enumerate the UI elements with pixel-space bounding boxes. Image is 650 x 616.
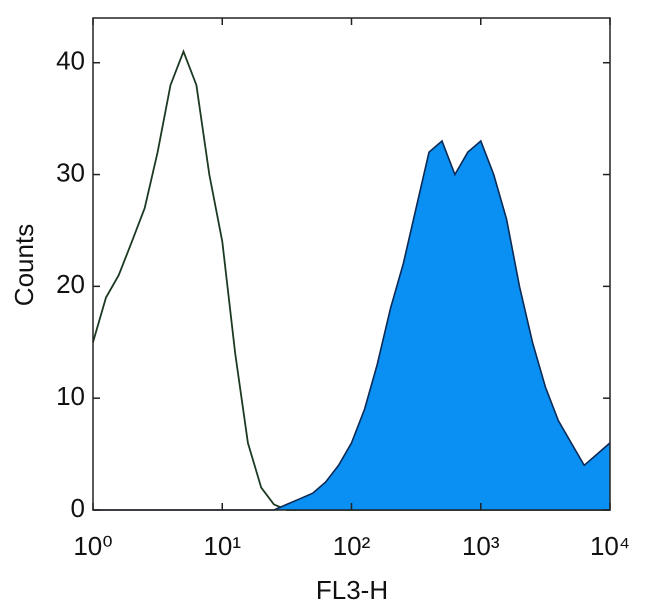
x-tick-label: 10⁰	[73, 531, 112, 561]
x-tick-label: 10¹	[203, 531, 241, 561]
y-axis-label: Counts	[9, 224, 39, 306]
x-tick-label: 10⁴	[590, 531, 630, 561]
y-tick-label: 40	[56, 46, 85, 76]
area-fill	[93, 141, 610, 510]
y-tick-label: 0	[71, 493, 85, 523]
y-tick-label: 20	[56, 269, 85, 299]
x-tick-label: 10²	[333, 531, 371, 561]
x-tick-label: 10³	[462, 531, 500, 561]
y-tick-label: 30	[56, 157, 85, 187]
x-axis-label: FL3-H	[316, 575, 388, 605]
y-tick-label: 10	[56, 381, 85, 411]
